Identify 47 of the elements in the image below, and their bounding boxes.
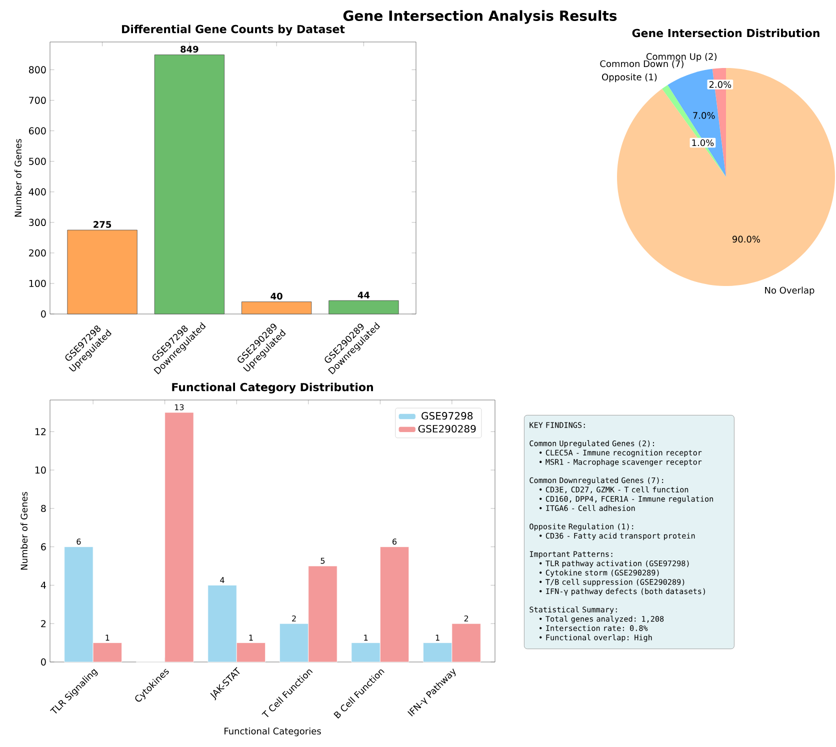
text: Gene Intersection Analysis Results: [343, 10, 617, 24]
data-label: 1.0%: [692, 139, 714, 146]
chart-title: Functional Category Distribution: [172, 382, 373, 394]
data-label: 4: [220, 577, 224, 584]
y-tick-label: 100: [29, 280, 46, 288]
x-axis-title: Functional Categories: [224, 728, 321, 736]
y-tick-label: 10: [35, 466, 46, 474]
data-label: 7.0%: [693, 112, 715, 119]
y-tick-label: 8: [41, 504, 46, 512]
data-label: 1: [364, 634, 368, 641]
data-label: 6: [392, 538, 397, 545]
y-axis-title: Number of Genes: [14, 138, 22, 217]
y-tick-label: 400: [28, 188, 46, 196]
data-label: 849: [180, 46, 198, 53]
data-label: 1: [106, 634, 110, 641]
data-label: 40: [270, 292, 282, 300]
y-tick-label: 600: [29, 127, 46, 134]
data-label: 6: [76, 538, 81, 545]
y-tick-label: 2: [41, 620, 46, 628]
y-tick-label: 12: [35, 428, 46, 436]
y-tick-label: 0: [41, 310, 46, 318]
y-tick-label: 800: [28, 66, 46, 74]
y-tick-label: 6: [41, 543, 46, 550]
y-axis-title: Number of Genes: [20, 492, 28, 570]
y-tick-label: 4: [40, 582, 46, 589]
data-label: 5: [320, 558, 325, 564]
legend-label: GSE97298: [422, 412, 473, 420]
data-label: 2: [464, 615, 468, 622]
chart-title: Gene Intersection Distribution: [632, 28, 820, 38]
legend-label: GSE290289: [418, 424, 476, 433]
y-tick-label: 300: [29, 218, 46, 226]
data-label: 2: [292, 615, 296, 622]
data-label: 275: [94, 221, 112, 228]
y-tick-label: 500: [29, 158, 46, 165]
y-tick-label: 0: [41, 658, 46, 666]
data-label: 1: [249, 634, 253, 641]
slice-label: Common Down (7): [600, 60, 684, 68]
y-tick-label: 200: [29, 249, 46, 257]
y-tick-label: 700: [29, 96, 46, 104]
chart-subtitle: Differential Gene Counts by Dataset: [122, 24, 345, 36]
slice-label: No Overlap: [765, 286, 814, 296]
data-label: 44: [358, 292, 370, 298]
data-label: 2.0%: [709, 81, 732, 88]
data-label: 13: [174, 404, 184, 410]
data-label: 90.0%: [732, 236, 760, 243]
slice-label: Opposite (1): [602, 73, 657, 82]
data-label: 1: [436, 634, 440, 641]
